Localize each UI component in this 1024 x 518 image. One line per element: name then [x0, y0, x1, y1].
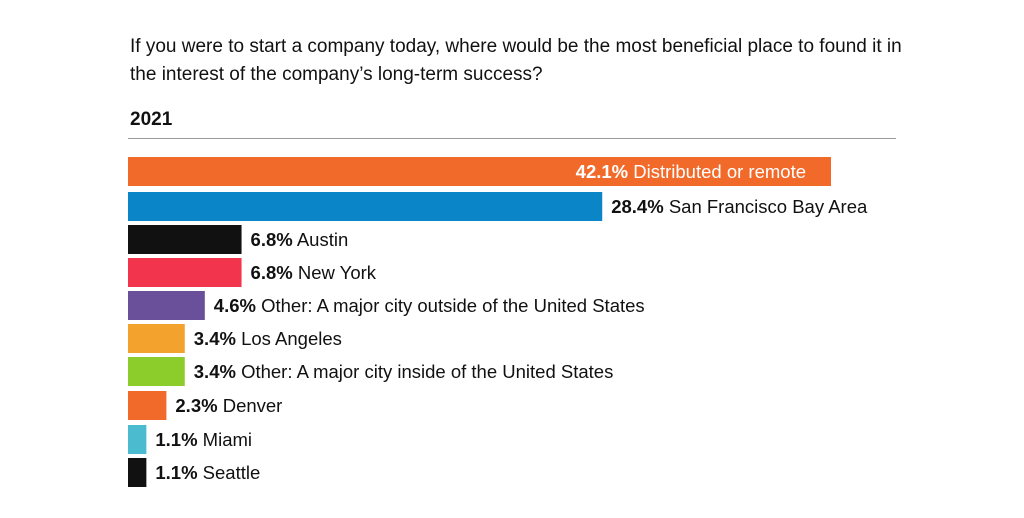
bar-label-new-york: 6.8% New York	[251, 262, 377, 283]
data-label-value: 28.4%	[611, 196, 663, 217]
bar-label-other-a-major-city-outside-of-the-united-states: 4.6% Other: A major city outside of the …	[214, 295, 645, 316]
bar-other-a-major-city-inside-of-the-united-states	[128, 357, 185, 386]
bar-denver	[128, 391, 167, 420]
bar-label-other-a-major-city-inside-of-the-united-states: 3.4% Other: A major city inside of the U…	[194, 361, 614, 382]
bar-austin	[128, 225, 242, 254]
bar-label-miami: 1.1% Miami	[155, 429, 252, 450]
data-label-value: 3.4%	[194, 328, 236, 349]
category-label: Denver	[218, 395, 283, 416]
bar-other-a-major-city-outside-of-the-united-states	[128, 291, 205, 320]
category-label: New York	[293, 262, 377, 283]
bar-label-seattle: 1.1% Seattle	[155, 462, 260, 483]
bar-label-san-francisco-bay-area: 28.4% San Francisco Bay Area	[611, 196, 868, 217]
bar-new-york	[128, 258, 242, 287]
bar-san-francisco-bay-area	[128, 192, 603, 221]
divider	[128, 138, 896, 139]
data-label-value: 6.8%	[251, 262, 293, 283]
data-label-value: 42.1%	[576, 161, 628, 182]
category-label: Miami	[198, 429, 252, 450]
bar-label-distributed-or-remote: 42.1% Distributed or remote	[576, 161, 806, 182]
data-label-value: 1.1%	[155, 429, 197, 450]
category-label: Distributed or remote	[628, 161, 806, 182]
bar-distributed-or-remote	[128, 157, 831, 186]
category-label: Other: A major city outside of the Unite…	[256, 295, 645, 316]
bar-seattle	[128, 458, 147, 487]
bar-label-austin: 6.8% Austin	[251, 229, 349, 250]
data-label-value: 1.1%	[155, 462, 197, 483]
data-label-value: 3.4%	[194, 361, 236, 382]
data-label-value: 4.6%	[214, 295, 256, 316]
chart-title: If you were to start a company today, wh…	[130, 36, 902, 85]
category-label: San Francisco Bay Area	[664, 196, 868, 217]
category-label: Other: A major city inside of the United…	[236, 361, 613, 382]
category-label: Seattle	[198, 462, 261, 483]
bar-label-denver: 2.3% Denver	[175, 395, 282, 416]
bar-miami	[128, 425, 147, 454]
data-label-value: 2.3%	[175, 395, 217, 416]
bar-los-angeles	[128, 324, 185, 353]
data-label-value: 6.8%	[251, 229, 293, 250]
chart-subtitle-year: 2021	[130, 109, 173, 130]
category-label: Austin	[293, 229, 349, 250]
bar-label-los-angeles: 3.4% Los Angeles	[194, 328, 342, 349]
category-label: Los Angeles	[236, 328, 342, 349]
